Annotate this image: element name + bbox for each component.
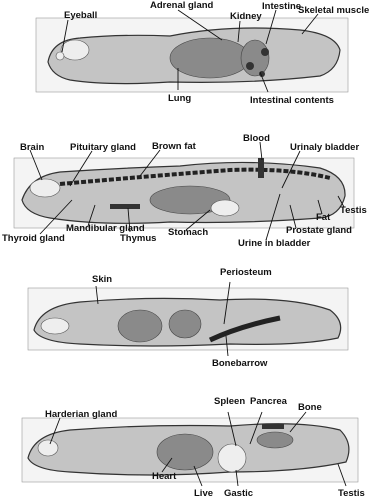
organ <box>256 431 294 449</box>
organ <box>40 317 70 335</box>
label: Live <box>194 488 213 499</box>
label: Periosteum <box>220 267 272 278</box>
organ <box>55 51 65 61</box>
organ <box>117 309 163 343</box>
bone <box>262 424 284 429</box>
section-4 <box>21 411 359 487</box>
label: Kidney <box>230 11 262 22</box>
bone <box>208 315 281 343</box>
label: Urinaly bladder <box>290 142 359 153</box>
label: Adrenal gland <box>150 0 214 11</box>
label: Skeletal muscle <box>298 5 369 16</box>
label: Urine in bladder <box>238 238 311 249</box>
label: Eyeball <box>64 10 97 21</box>
organ <box>210 199 240 217</box>
organ <box>60 39 90 61</box>
label: Thyroid gland <box>2 233 65 244</box>
section-3 <box>27 281 349 357</box>
label: Intestinal contents <box>250 95 334 106</box>
organ <box>37 439 59 457</box>
label: Bone <box>298 402 322 413</box>
organ <box>29 178 61 198</box>
label: Blood <box>243 133 270 144</box>
organ <box>246 62 254 70</box>
label: Prostate gland <box>286 225 352 236</box>
label: Spleen <box>214 396 245 407</box>
label: Lung <box>168 93 191 104</box>
label: Pituitary gland <box>70 142 136 153</box>
label: Brain <box>20 142 44 153</box>
organ <box>149 185 231 215</box>
organ <box>156 433 214 471</box>
organ <box>261 48 269 56</box>
label: Testis <box>340 205 367 216</box>
label: Thymus <box>120 233 156 244</box>
label: Harderian gland <box>45 409 118 420</box>
label: Skin <box>92 274 112 285</box>
label: Stomach <box>168 227 208 238</box>
label: Pancrea <box>250 396 288 407</box>
section-2 <box>13 141 355 241</box>
organ <box>217 443 247 473</box>
label: Intestine <box>262 1 301 12</box>
organ <box>258 158 264 178</box>
section-1 <box>35 9 349 93</box>
label: Brown fat <box>152 141 197 152</box>
label: Fat <box>316 212 331 223</box>
spine <box>59 167 331 186</box>
label: Heart <box>152 471 177 482</box>
label: Bonebarrow <box>212 358 268 369</box>
organ <box>240 39 270 77</box>
organ <box>168 309 202 339</box>
organ <box>110 204 140 209</box>
organ <box>169 37 251 79</box>
label: Testis <box>338 488 365 499</box>
label: Gastic <box>224 488 253 499</box>
label: Mandibular gland <box>66 223 145 234</box>
